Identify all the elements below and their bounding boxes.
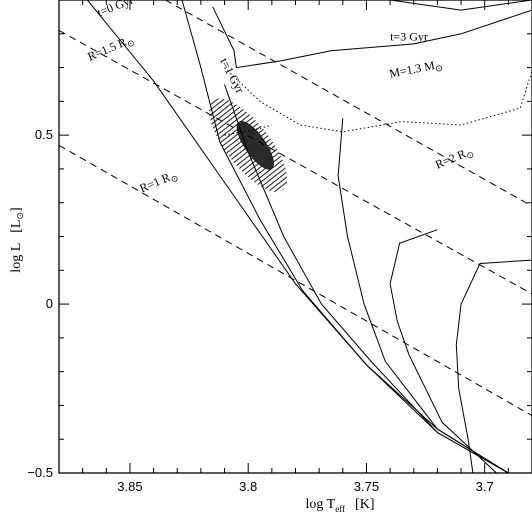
isochrone-1 — [181, 0, 509, 473]
radius-line-0 — [59, 144, 532, 417]
radius-line-label-2-sun-symbol: ⊙ — [465, 149, 476, 161]
x-axis-label: log T — [306, 497, 336, 512]
radius-line-label-0-text: R=1 R — [137, 170, 172, 195]
isochrone-label-1: t=1 Gyr — [217, 56, 247, 96]
y-tick-label-0: 0.5 — [35, 127, 53, 142]
evolution-tracks — [224, 67, 532, 136]
radius-line-2 — [165, 0, 532, 207]
isochrones — [87, 0, 532, 473]
x-tick-label-3: 3.7 — [476, 479, 494, 494]
isochrone-label-6: t=3 Gyr — [390, 30, 428, 44]
isochrone-4 — [389, 229, 497, 473]
y-tick-label-2: −0.5 — [27, 465, 53, 480]
radius-line-label-0: R=1 R⊙ — [137, 167, 179, 197]
track-label-0: M=1.3 M⊙ — [388, 57, 444, 83]
error-region-inner — [236, 121, 274, 170]
y-tick-label-1: 0 — [46, 296, 53, 311]
isochrone-label-1-text: t=1 Gyr — [217, 56, 247, 96]
track-0 — [224, 67, 532, 133]
isochrone-2 — [224, 84, 509, 473]
y-axis-label: log L — [9, 243, 24, 273]
isochrone-label-0: t=0 Gyr — [95, 0, 135, 20]
radius-line-label-0-sun-symbol: ⊙ — [169, 173, 180, 185]
radius-line-label-1-sun-symbol: ⊙ — [125, 37, 136, 49]
radius-line-label-1: R=1.5 R⊙ — [85, 32, 136, 66]
radius-line-1 — [59, 29, 532, 295]
isochrone-label-0-text: t=0 Gyr — [95, 0, 135, 20]
error-regions — [209, 98, 288, 193]
x-axis-label-sub: eff — [335, 504, 345, 514]
isochrone-label-6-text: t=3 Gyr — [390, 30, 428, 44]
y-axis-unit-close: ] — [9, 207, 24, 212]
y-axis-unit: [L — [9, 220, 24, 233]
isochrone-3 — [337, 118, 509, 473]
isochrone-6 — [212, 6, 532, 69]
track-label-0-text: M=1.3 M — [388, 58, 436, 81]
x-tick-label-1: 3.8 — [239, 479, 257, 494]
radius-line-label-2-text: R=2 R — [433, 146, 468, 171]
radius-line-label-1-text: R=1.5 R — [85, 35, 128, 64]
radius-line-label-2: R=2 R⊙ — [433, 143, 475, 173]
x-axis-title: log Teff [K] — [306, 497, 375, 514]
y-axis-title: log L [L⊙] — [9, 207, 25, 272]
isochrone-5 — [455, 259, 532, 473]
track-label-0-sun-symbol: ⊙ — [434, 63, 443, 74]
axis-ticks: 3.85 3.8 3.75 3.7 0.5 0 −0.5 — [27, 0, 532, 494]
radius-lines — [59, 0, 532, 417]
x-axis-unit: [K] — [355, 497, 374, 512]
x-tick-label-0: 3.85 — [117, 479, 142, 494]
track-1 — [224, 124, 272, 136]
isochrone-0 — [87, 0, 509, 473]
x-tick-label-2: 3.75 — [354, 479, 379, 494]
y-axis-sun-symbol: ⊙ — [15, 212, 25, 220]
